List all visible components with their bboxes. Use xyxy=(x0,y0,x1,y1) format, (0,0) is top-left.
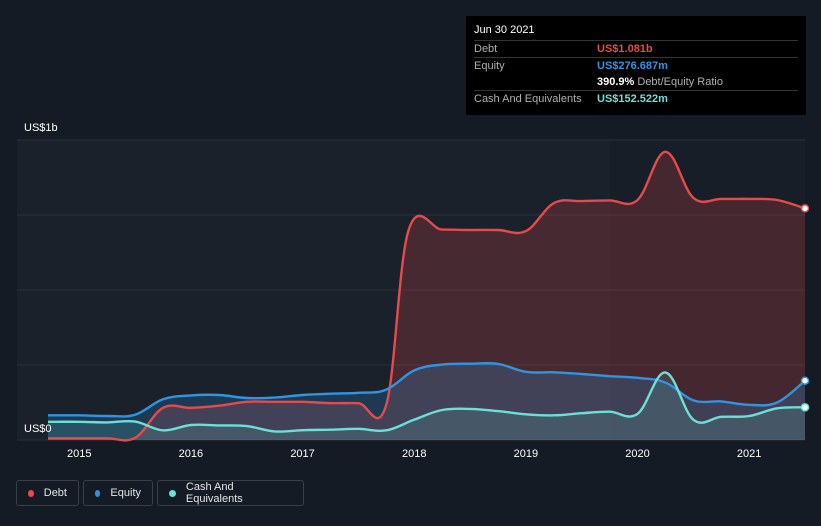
cash-and-equivalents-line xyxy=(47,371,806,433)
data-tooltip: Jun 30 2021 Debt US$1.081b Equity US$276… xyxy=(466,16,806,115)
y-tick-label: US$0 xyxy=(24,423,52,435)
x-tick-label: 2020 xyxy=(625,448,649,460)
cash-and-equivalents-area xyxy=(48,372,805,440)
tooltip-ratio-number: 390.9% xyxy=(597,76,635,88)
tooltip-ratio-label: Debt/Equity Ratio xyxy=(637,76,723,88)
tooltip-row-equity: Equity US$276.687m xyxy=(474,57,798,75)
cash-and-equivalents-endpoint xyxy=(800,403,810,412)
chart-y-axis-labels: US$0 US$1b xyxy=(24,122,58,435)
tooltip-cash-label: Cash And Equivalents xyxy=(474,93,582,105)
x-tick-label: 2016 xyxy=(179,448,203,460)
legend-debt-label: Debt xyxy=(43,487,67,499)
legend-equity-label: Equity xyxy=(110,487,141,499)
tooltip-debt-value: US$1.081b xyxy=(597,43,653,55)
tooltip-row-ratio: 390.9% Debt/Equity Ratio xyxy=(474,74,798,91)
chart-endpoints xyxy=(800,204,810,412)
chart-areas xyxy=(48,151,805,441)
tooltip-equity-label: Equity xyxy=(474,60,505,72)
debt-legend-dot-icon xyxy=(28,489,34,497)
chart-x-axis-labels: 2015 2016 2017 2018 2019 2020 2021 xyxy=(67,448,761,460)
legend-item-cash[interactable]: Cash And Equivalents xyxy=(157,480,304,506)
x-tick-label: 2019 xyxy=(514,448,538,460)
tooltip-date: Jun 30 2021 xyxy=(474,24,535,36)
equity-area xyxy=(48,363,805,440)
tooltip-debt-label: Debt xyxy=(474,43,498,55)
debt-line xyxy=(47,150,806,442)
tooltip-cash-value: US$152.522m xyxy=(597,93,668,105)
legend-item-equity[interactable]: Equity xyxy=(83,480,153,506)
equity-endpoint xyxy=(800,376,810,385)
debt-area xyxy=(48,151,805,441)
legend-item-debt[interactable]: Debt xyxy=(16,480,79,506)
tooltip-row-debt: Debt US$1.081b xyxy=(474,40,798,58)
equity-legend-dot-icon xyxy=(95,489,101,497)
x-tick-label: 2017 xyxy=(290,448,314,460)
debt-endpoint xyxy=(800,204,810,213)
x-tick-label: 2015 xyxy=(67,448,91,460)
chart-lines xyxy=(47,150,806,442)
chart-gridlines xyxy=(17,139,805,441)
y-tick-label: US$1b xyxy=(24,122,58,134)
tooltip-ratio-value: 390.9% Debt/Equity Ratio xyxy=(597,76,723,88)
x-tick-label: 2018 xyxy=(402,448,426,460)
x-tick-label: 2021 xyxy=(737,448,761,460)
tooltip-row-cash: Cash And Equivalents US$152.522m xyxy=(474,90,798,108)
cash-legend-dot-icon xyxy=(169,489,176,497)
tooltip-equity-value: US$276.687m xyxy=(597,60,668,72)
legend-cash-label: Cash And Equivalents xyxy=(185,481,243,505)
